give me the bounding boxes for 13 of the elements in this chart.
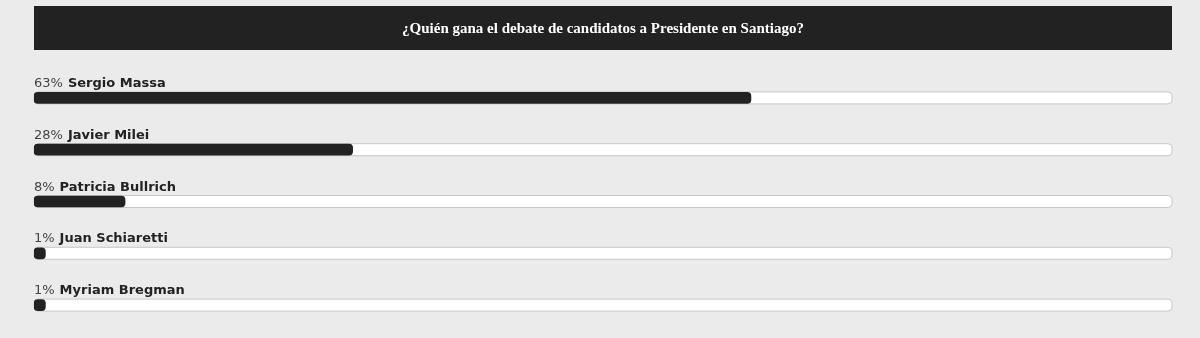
data-label: 28% <box>34 126 63 142</box>
y-tick-label: Myriam Bregman <box>59 282 185 298</box>
y-tick-label: Javier Milei <box>66 126 150 142</box>
chart-title: ¿Quién gana el debate de candidatos a Presidente en Santiago? <box>34 6 1172 50</box>
bar <box>34 143 353 156</box>
data-label: 1% <box>34 282 55 298</box>
data-label: 63% <box>34 74 63 90</box>
data-label: 8% <box>34 178 55 194</box>
y-tick-label: Juan Schiaretti <box>58 230 168 246</box>
y-tick-label: Patricia Bullrich <box>59 178 177 194</box>
bar <box>34 195 126 208</box>
data-label: 1% <box>34 230 55 246</box>
y-tick-label: Sergio Massa <box>67 74 166 90</box>
